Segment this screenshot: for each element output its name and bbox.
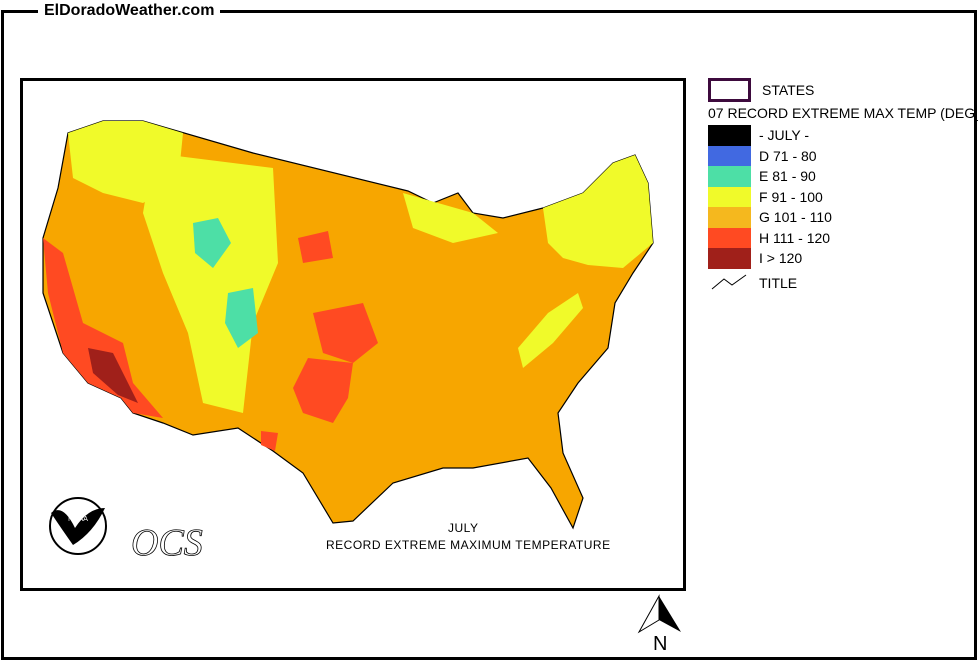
- region-81-90-wyoming: [193, 218, 231, 268]
- us-temperature-map: NOAA OCS: [42, 120, 654, 564]
- region-over-120-desert: [88, 348, 138, 403]
- region-111-120-plains: [313, 303, 378, 363]
- legend-class: G 101 - 110: [708, 207, 980, 228]
- legend-swatch: [708, 125, 751, 146]
- legend-states: STATES: [708, 78, 980, 102]
- north-arrow-icon: N: [637, 594, 681, 654]
- states-swatch: [708, 78, 751, 102]
- map-panel: NOAA OCS JULY RECORD EXTREME MAXIMUM TEM…: [20, 78, 686, 591]
- noaa-logo: NOAA: [49, 497, 107, 555]
- legend-class-label: - JULY -: [759, 127, 810, 144]
- legend-swatch: [708, 207, 751, 228]
- legend-class-label: D 71 - 80: [759, 147, 817, 164]
- legend-class: F 91 - 100: [708, 186, 980, 207]
- title-line-icon: [711, 274, 747, 290]
- legend-class-label: I > 120: [759, 250, 803, 267]
- map-caption-title: RECORD EXTREME MAXIMUM TEMPERATURE: [326, 538, 611, 552]
- legend-class: H 111 - 120: [708, 227, 980, 248]
- legend: STATES 07 RECORD EXTREME MAX TEMP (DEG_F…: [708, 78, 980, 293]
- legend-title-label: TITLE: [759, 274, 798, 291]
- region-111-120-california: [43, 238, 163, 418]
- region-91-100-northeast: [543, 155, 653, 268]
- legend-class-label: H 111 - 120: [759, 229, 831, 246]
- legend-swatch: [708, 166, 751, 187]
- legend-class: E 81 - 90: [708, 166, 980, 187]
- region-111-120-oklahoma: [293, 358, 353, 423]
- legend-title-row: TITLE: [708, 273, 980, 294]
- legend-class-label: G 101 - 110: [759, 209, 832, 226]
- noaa-logo-text: NOAA: [68, 516, 88, 523]
- legend-class-label: F 91 - 100: [759, 188, 823, 205]
- legend-swatch: [708, 248, 751, 269]
- legend-swatch: [708, 186, 751, 207]
- north-label: N: [653, 633, 667, 654]
- legend-class: D 71 - 80: [708, 145, 980, 166]
- region-111-120-dakota: [298, 231, 333, 263]
- legend-class: I > 120: [708, 248, 980, 269]
- region-111-120-texas: [261, 431, 278, 451]
- region-91-100-appalachia: [518, 293, 583, 368]
- legend-swatch: [708, 145, 751, 166]
- map-caption-month: JULY: [448, 521, 479, 535]
- legend-swatch: [708, 227, 751, 248]
- legend-class-label: E 81 - 90: [759, 168, 816, 185]
- outer-frame: [1, 10, 977, 660]
- ocs-logo: OCS: [131, 522, 203, 564]
- legend-layer-title: 07 RECORD EXTREME MAX TEMP (DEG_F): [708, 105, 978, 121]
- legend-class: - JULY -: [708, 125, 980, 146]
- region-91-100-greatlakes: [403, 193, 498, 243]
- region-91-100-rockies: [143, 153, 278, 413]
- site-title: ElDoradoWeather.com: [38, 2, 221, 20]
- legend-states-label: STATES: [762, 82, 815, 98]
- region-81-90-colorado: [225, 288, 258, 348]
